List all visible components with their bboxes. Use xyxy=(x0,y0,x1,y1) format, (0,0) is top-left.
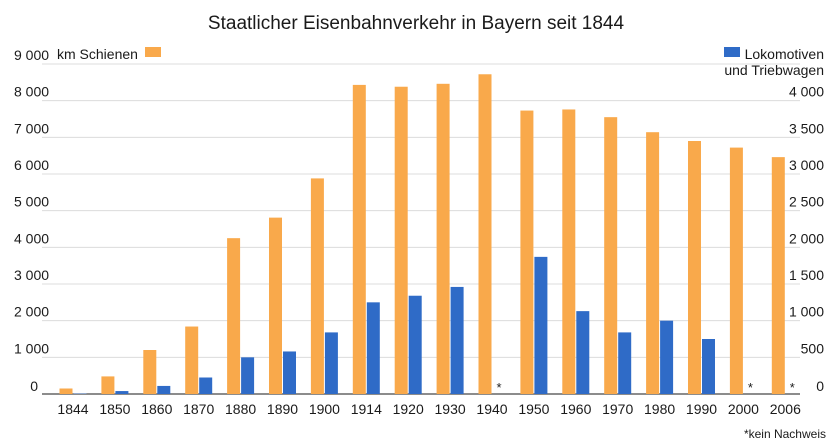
legend-loks: Lokomotiven und Triebwagen xyxy=(724,46,824,78)
right-tick-label: 2 000 xyxy=(789,230,824,246)
bar-lokomotiven xyxy=(324,332,338,394)
gridlines xyxy=(42,63,800,395)
category-label: 1920 xyxy=(393,401,424,417)
bar-km-schienen xyxy=(352,84,366,395)
category-label: 1850 xyxy=(99,401,130,417)
bar-lokomotiven xyxy=(576,311,590,394)
left-tick-label: 8 000 xyxy=(14,84,49,100)
bar-km-schienen xyxy=(185,326,199,394)
bar-lokomotiven xyxy=(534,256,548,394)
bar-km-schienen xyxy=(101,376,115,394)
legend-loks-label-2: und Triebwagen xyxy=(724,62,824,78)
left-tick-label: 2 000 xyxy=(14,304,49,320)
category-label: 1890 xyxy=(267,401,298,417)
left-tick-label: 5 000 xyxy=(14,194,49,210)
category-label: 1914 xyxy=(351,401,382,417)
category-label: 1860 xyxy=(141,401,172,417)
bar-km-schienen xyxy=(227,238,241,394)
category-label: 2000 xyxy=(728,401,759,417)
right-tick-label: 500 xyxy=(801,340,825,356)
bar-km-schienen xyxy=(394,86,408,394)
footnote: *kein Nachweis xyxy=(744,427,826,441)
bar-km-schienen xyxy=(269,217,282,394)
bar-km-schienen xyxy=(646,132,660,394)
bar-lokomotiven xyxy=(283,351,296,394)
bar-lokomotiven xyxy=(366,302,380,394)
bar-km-schienen xyxy=(59,388,73,394)
right-axis-ticks: 0 500 1 000 1 500 2 000 2 500 3 000 3 500 4 000 xyxy=(789,84,824,394)
bar-lokomotiven xyxy=(115,391,129,394)
right-tick-label: 1 000 xyxy=(789,304,824,320)
bar-km-schienen xyxy=(688,141,701,394)
bar-lokomotiven xyxy=(618,332,632,394)
legend-km-label: km Schienen xyxy=(57,46,138,62)
category-label: 1970 xyxy=(602,401,633,417)
missing-data-marker: * xyxy=(748,380,753,395)
category-label: 1940 xyxy=(476,401,507,417)
bar-lokomotiven xyxy=(660,320,674,394)
left-tick-label: 3 000 xyxy=(14,267,49,283)
right-tick-label: 4 000 xyxy=(789,84,824,100)
left-tick-label: 0 xyxy=(30,378,38,394)
bar-km-schienen xyxy=(143,350,157,394)
left-tick-label: 9 000 xyxy=(14,47,49,63)
bar-km-schienen xyxy=(604,117,618,395)
right-tick-label: 1 500 xyxy=(789,267,824,283)
legend-loks-label-1: Lokomotiven xyxy=(745,46,824,62)
missing-data-marker: * xyxy=(496,380,501,395)
bar-km-schienen xyxy=(520,110,534,395)
bars: * * * xyxy=(59,74,795,395)
left-axis-ticks: 0 1 000 2 000 3 000 4 000 5 000 6 000 7 000 8 00… xyxy=(14,47,49,394)
bar-lokomotiven xyxy=(702,339,715,394)
category-label: 1990 xyxy=(686,401,717,417)
category-label: 1900 xyxy=(309,401,340,417)
legend-km: km Schienen xyxy=(57,46,161,62)
missing-data-marker: * xyxy=(790,380,795,395)
category-label: 1844 xyxy=(57,401,88,417)
category-label: 1930 xyxy=(435,401,466,417)
bar-lokomotiven xyxy=(157,385,171,394)
bar-lokomotiven xyxy=(199,377,213,394)
left-tick-label: 7 000 xyxy=(14,120,49,136)
category-label: 2006 xyxy=(770,401,801,417)
left-tick-label: 6 000 xyxy=(14,157,49,173)
category-label: 1980 xyxy=(644,401,675,417)
category-label: 1960 xyxy=(560,401,591,417)
bar-lokomotiven xyxy=(450,286,464,394)
category-label: 1880 xyxy=(225,401,256,417)
left-tick-label: 1 000 xyxy=(14,340,49,356)
right-tick-label: 3 500 xyxy=(789,120,824,136)
category-labels: 1844 1850 1860 1870 1880 1890 1900 1914 1920 1930… xyxy=(57,401,801,417)
right-tick-label: 0 xyxy=(816,378,824,394)
left-tick-label: 4 000 xyxy=(14,230,49,246)
bar-km-schienen xyxy=(478,74,492,395)
bar-km-schienen xyxy=(436,83,450,395)
right-tick-label: 2 500 xyxy=(789,194,824,210)
legend-km-swatch xyxy=(145,47,161,57)
bar-km-schienen xyxy=(771,157,785,394)
bar-km-schienen xyxy=(310,178,324,394)
bar-lokomotiven xyxy=(408,295,422,394)
bar-lokomotiven xyxy=(241,357,255,394)
right-tick-label: 3 000 xyxy=(789,157,824,173)
category-label: 1950 xyxy=(518,401,549,417)
bar-km-schienen xyxy=(562,109,576,394)
legend-loks-swatch xyxy=(724,47,740,57)
category-label: 1870 xyxy=(183,401,214,417)
bar-km-schienen xyxy=(729,147,743,394)
chart-title: Staatlicher Eisenbahnverkehr in Bayern s… xyxy=(208,13,625,34)
